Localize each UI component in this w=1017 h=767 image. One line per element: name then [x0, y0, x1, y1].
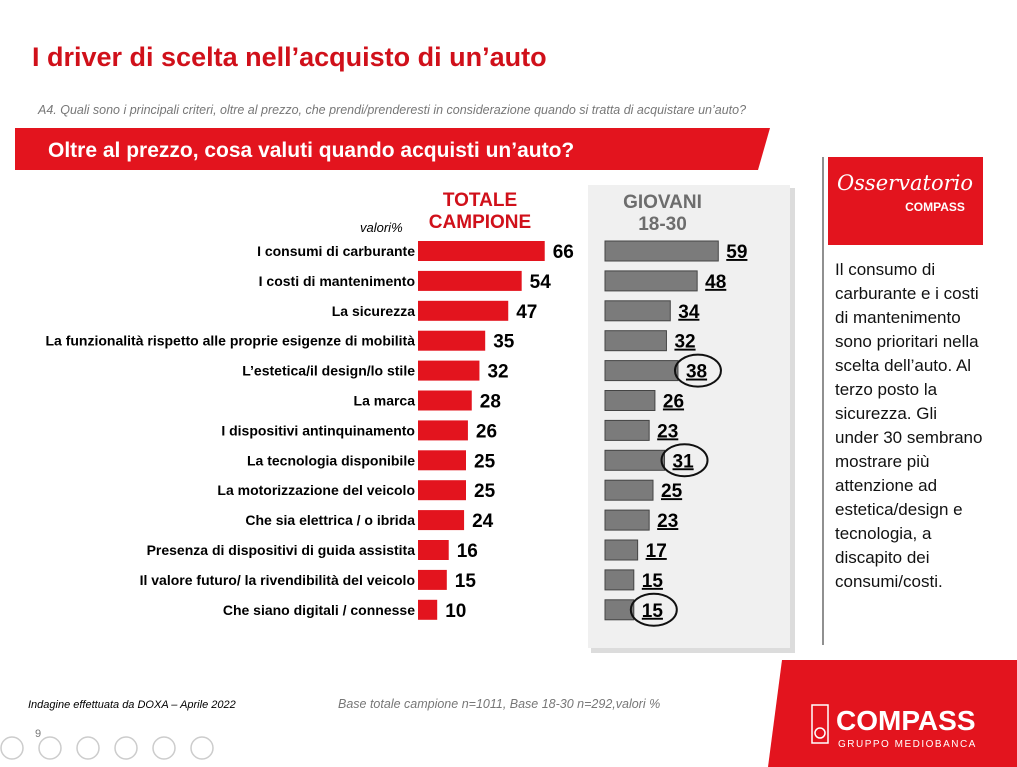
- category-label: La sicurezza: [332, 303, 415, 319]
- banner-bg: [15, 128, 770, 170]
- bar: [604, 569, 635, 591]
- bar: [418, 420, 468, 441]
- value-label: 38: [686, 362, 707, 383]
- value-label: 34: [678, 302, 700, 323]
- value-label: 66: [553, 242, 574, 263]
- category-label: I dispositivi antinquinamento: [221, 422, 415, 438]
- bar: [418, 480, 466, 501]
- value-label: 31: [673, 451, 695, 472]
- value-label: 25: [474, 451, 496, 472]
- category-label: Presenza di dispositivi di guida assisti…: [147, 542, 416, 558]
- bar: [604, 449, 666, 471]
- value-label: 26: [663, 392, 684, 413]
- question: A4. Quali sono i principali criteri, olt…: [37, 103, 746, 117]
- logo-bg: [828, 157, 983, 245]
- value-label: 25: [661, 481, 683, 502]
- bar: [418, 300, 509, 321]
- bar: [604, 270, 698, 292]
- bar: [604, 419, 650, 441]
- bar: [604, 509, 650, 531]
- banner: Oltre al prezzo, cosa valuti quando acqu…: [48, 139, 574, 162]
- bar: [604, 599, 635, 621]
- brand-icon: [811, 704, 829, 744]
- category-label: I costi di mantenimento: [259, 273, 415, 289]
- bar: [418, 450, 466, 471]
- value-label: 47: [516, 302, 537, 323]
- value-label: 48: [705, 272, 726, 293]
- value-label: 16: [457, 541, 478, 562]
- highlight-circle: [673, 353, 722, 388]
- brand: COMPASS: [836, 705, 976, 736]
- category-label: Che sia elettrica / o ibrida: [245, 512, 415, 528]
- bar: [418, 540, 449, 560]
- bar: [418, 510, 465, 531]
- bar: [604, 240, 719, 262]
- category-label: La tecnologia disponibile: [247, 452, 415, 468]
- bar: [604, 300, 671, 322]
- category-label: La marca: [354, 393, 416, 409]
- page-number: 9: [35, 728, 41, 740]
- bar: [418, 330, 486, 351]
- category-label: L’estetica/il design/lo stile: [242, 363, 415, 379]
- unit-label: valori%: [360, 220, 403, 235]
- value-label: 15: [455, 571, 477, 592]
- brand-sub: GRUPPO MEDIOBANCA: [838, 739, 977, 750]
- brand-bg: [768, 660, 1017, 767]
- category-label: La motorizzazione del veicolo: [217, 482, 415, 498]
- bar: [418, 390, 472, 411]
- value-label: 32: [674, 332, 695, 353]
- value-label: 15: [642, 601, 664, 622]
- value-label: 32: [487, 362, 508, 383]
- value-label: 35: [493, 332, 515, 353]
- value-label: 10: [445, 601, 466, 622]
- value-label: 24: [472, 511, 494, 532]
- bar: [418, 241, 545, 261]
- value-label: 15: [642, 571, 664, 592]
- bar: [418, 360, 480, 381]
- series-header: TOTALE CAMPIONE: [428, 190, 532, 233]
- value-label: 17: [646, 541, 667, 562]
- bar: [604, 360, 679, 382]
- category-label: Il valore futuro/ la rivendibilità del v…: [140, 572, 415, 588]
- side-note: Il consumo di carburante e i costi di ma…: [835, 260, 983, 591]
- bar: [418, 599, 438, 620]
- bar: [604, 330, 667, 352]
- bar: [604, 539, 639, 561]
- highlight-circle: [660, 443, 709, 478]
- value-label: 23: [657, 421, 678, 442]
- category-label: Che siano digitali / connesse: [223, 602, 415, 618]
- base: Base totale campione n=1011, Base 18-30 …: [338, 697, 660, 711]
- value-label: 23: [657, 511, 678, 532]
- value-label: 59: [726, 242, 747, 263]
- series-header: GIOVANI 18-30: [623, 192, 702, 235]
- nav-icons: [0, 736, 214, 760]
- highlight-circle: [629, 592, 678, 627]
- source: Indagine effettuata da DOXA – Aprile 202…: [28, 699, 236, 711]
- bar: [418, 270, 522, 291]
- bar: [604, 390, 656, 411]
- title: I driver di scelta nell’acquisto di un’a…: [32, 42, 547, 72]
- value-label: 26: [476, 421, 497, 442]
- category-label: La funzionalità rispetto alle proprie es…: [45, 333, 415, 349]
- logo-top: Osservatorio: [837, 171, 973, 195]
- value-label: 28: [480, 392, 501, 413]
- bar: [418, 569, 447, 590]
- bar: [604, 479, 654, 501]
- value-label: 25: [474, 481, 496, 502]
- category-label: I consumi di carburante: [257, 243, 415, 259]
- value-label: 54: [530, 272, 552, 293]
- logo-bottom: COMPASS: [905, 200, 965, 214]
